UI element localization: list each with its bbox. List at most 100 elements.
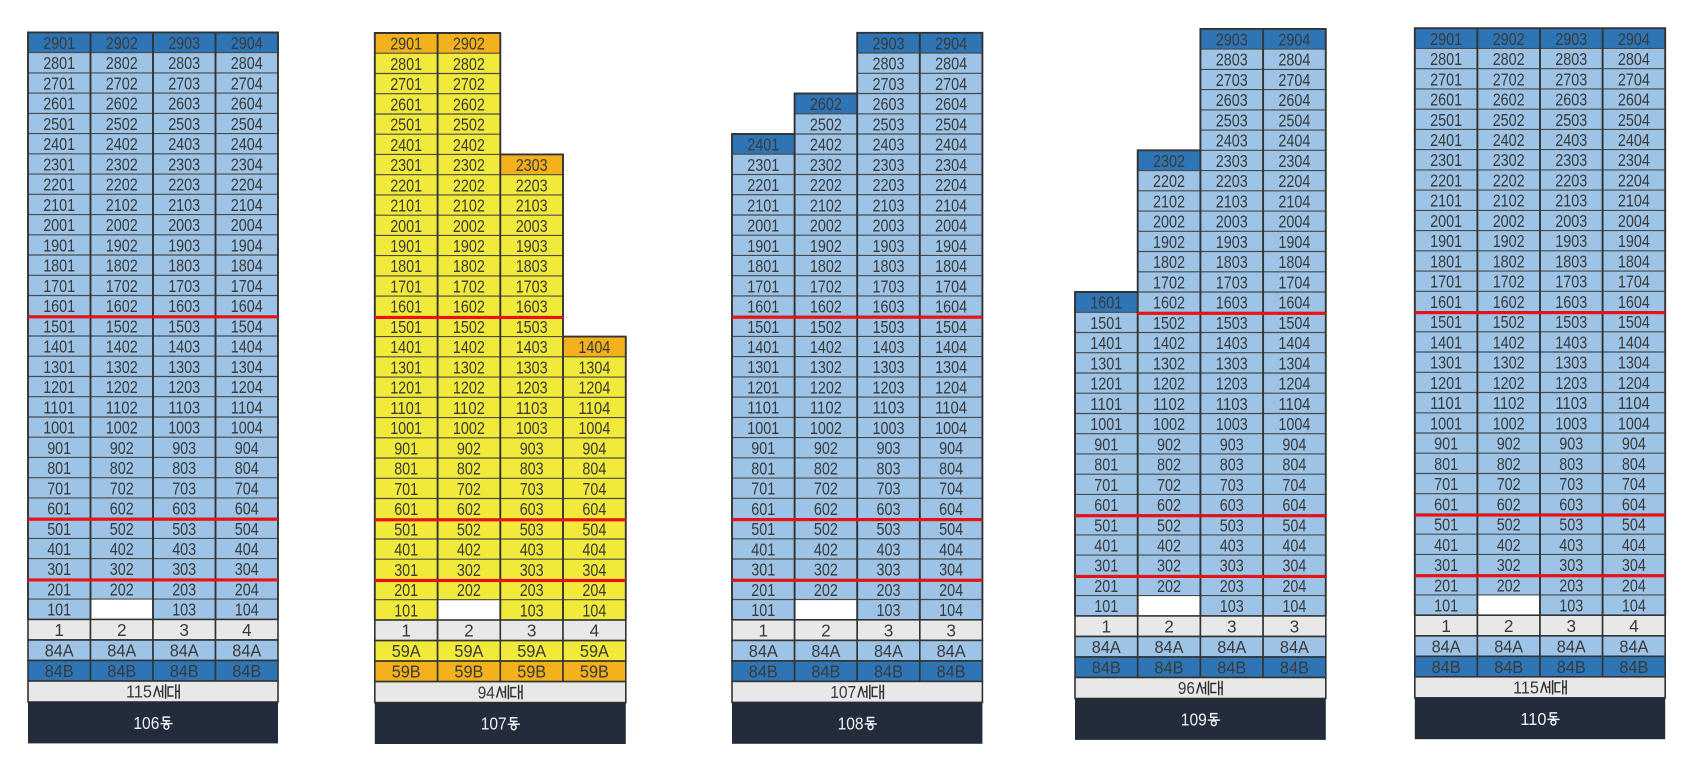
svg-text:1703: 1703 <box>1216 272 1248 292</box>
svg-text:404: 404 <box>582 540 606 560</box>
svg-text:702: 702 <box>1157 475 1181 495</box>
svg-text:502: 502 <box>1157 515 1181 535</box>
svg-text:2301: 2301 <box>390 155 422 175</box>
svg-text:84B: 84B <box>874 661 903 681</box>
svg-text:702: 702 <box>1497 474 1521 494</box>
svg-text:96: 96 <box>1178 678 1195 698</box>
svg-text:2: 2 <box>1504 616 1514 636</box>
svg-text:303: 303 <box>877 560 901 580</box>
svg-text:2502: 2502 <box>106 114 138 134</box>
svg-text:1004: 1004 <box>1618 413 1650 433</box>
svg-text:2002: 2002 <box>810 216 842 236</box>
svg-text:2202: 2202 <box>453 175 485 195</box>
svg-text:2504: 2504 <box>935 114 967 134</box>
svg-text:2903: 2903 <box>168 33 200 53</box>
svg-text:1501: 1501 <box>43 316 75 336</box>
svg-text:902: 902 <box>814 438 838 458</box>
svg-text:1603: 1603 <box>873 297 905 317</box>
svg-text:1602: 1602 <box>810 297 842 317</box>
svg-text:2704: 2704 <box>935 74 967 94</box>
svg-text:1803: 1803 <box>168 256 200 276</box>
svg-text:1803: 1803 <box>516 256 548 276</box>
svg-text:1801: 1801 <box>390 256 422 276</box>
svg-text:1002: 1002 <box>810 418 842 438</box>
svg-text:803: 803 <box>1559 454 1583 474</box>
svg-text:84B: 84B <box>1280 658 1309 678</box>
svg-text:104: 104 <box>235 600 259 620</box>
svg-text:1902: 1902 <box>453 236 485 256</box>
svg-text:84A: 84A <box>811 641 840 661</box>
svg-text:302: 302 <box>814 560 838 580</box>
svg-text:103: 103 <box>1220 596 1244 616</box>
svg-text:2304: 2304 <box>935 155 967 175</box>
svg-text:2502: 2502 <box>453 115 485 135</box>
svg-text:2204: 2204 <box>1278 171 1310 191</box>
svg-text:801: 801 <box>394 459 418 479</box>
svg-text:304: 304 <box>582 560 606 580</box>
svg-text:1702: 1702 <box>453 277 485 297</box>
svg-text:1103: 1103 <box>873 398 905 418</box>
svg-text:115: 115 <box>126 682 152 702</box>
svg-text:2104: 2104 <box>1278 191 1310 211</box>
svg-text:902: 902 <box>457 438 481 458</box>
svg-text:106: 106 <box>133 713 159 733</box>
svg-text:202: 202 <box>457 580 481 600</box>
svg-text:702: 702 <box>110 478 134 498</box>
svg-text:2003: 2003 <box>168 215 200 235</box>
svg-text:84B: 84B <box>1557 657 1586 677</box>
svg-text:103: 103 <box>1559 596 1583 616</box>
svg-text:59A: 59A <box>517 641 546 661</box>
svg-text:1104: 1104 <box>935 398 967 418</box>
svg-text:1102: 1102 <box>810 398 842 418</box>
svg-text:2103: 2103 <box>1216 191 1248 211</box>
svg-text:1204: 1204 <box>578 378 610 398</box>
svg-text:703: 703 <box>1559 474 1583 494</box>
svg-text:403: 403 <box>877 539 901 559</box>
svg-text:1402: 1402 <box>810 337 842 357</box>
svg-text:2601: 2601 <box>43 94 75 114</box>
svg-text:2904: 2904 <box>935 33 967 53</box>
svg-text:1402: 1402 <box>1493 332 1525 352</box>
svg-text:84B: 84B <box>937 661 966 681</box>
svg-text:2102: 2102 <box>453 196 485 216</box>
svg-text:1004: 1004 <box>935 418 967 438</box>
svg-text:503: 503 <box>1559 515 1583 535</box>
svg-text:2802: 2802 <box>1493 49 1525 69</box>
svg-text:104: 104 <box>939 600 963 620</box>
svg-text:1104: 1104 <box>1618 393 1650 413</box>
svg-text:504: 504 <box>235 519 259 539</box>
svg-text:1502: 1502 <box>1153 313 1185 333</box>
svg-text:402: 402 <box>1497 535 1521 555</box>
svg-text:1402: 1402 <box>106 337 138 357</box>
svg-text:301: 301 <box>47 559 71 579</box>
svg-text:2402: 2402 <box>810 135 842 155</box>
svg-text:704: 704 <box>939 479 963 499</box>
svg-text:1101: 1101 <box>1430 393 1462 413</box>
svg-text:1504: 1504 <box>935 317 967 337</box>
svg-text:1001: 1001 <box>390 418 422 438</box>
svg-text:1802: 1802 <box>810 256 842 276</box>
svg-text:303: 303 <box>172 559 196 579</box>
svg-text:304: 304 <box>235 559 259 579</box>
svg-text:2103: 2103 <box>1555 191 1587 211</box>
svg-text:2403: 2403 <box>1216 131 1248 151</box>
svg-text:2903: 2903 <box>1555 29 1587 49</box>
svg-text:1604: 1604 <box>1618 292 1650 312</box>
svg-text:2103: 2103 <box>168 195 200 215</box>
svg-text:1902: 1902 <box>810 236 842 256</box>
svg-text:903: 903 <box>1559 434 1583 454</box>
svg-text:1901: 1901 <box>747 236 779 256</box>
svg-text:2401: 2401 <box>747 135 779 155</box>
svg-text:1702: 1702 <box>1493 272 1525 292</box>
svg-text:1201: 1201 <box>1090 374 1122 394</box>
svg-text:84A: 84A <box>1155 637 1184 657</box>
svg-text:203: 203 <box>172 580 196 600</box>
svg-text:1804: 1804 <box>935 256 967 276</box>
svg-text:404: 404 <box>939 539 963 559</box>
svg-text:202: 202 <box>814 580 838 600</box>
svg-text:84B: 84B <box>1217 658 1246 678</box>
svg-text:1902: 1902 <box>1153 232 1185 252</box>
svg-text:603: 603 <box>1220 495 1244 515</box>
svg-text:303: 303 <box>1220 556 1244 576</box>
svg-text:2104: 2104 <box>231 195 263 215</box>
